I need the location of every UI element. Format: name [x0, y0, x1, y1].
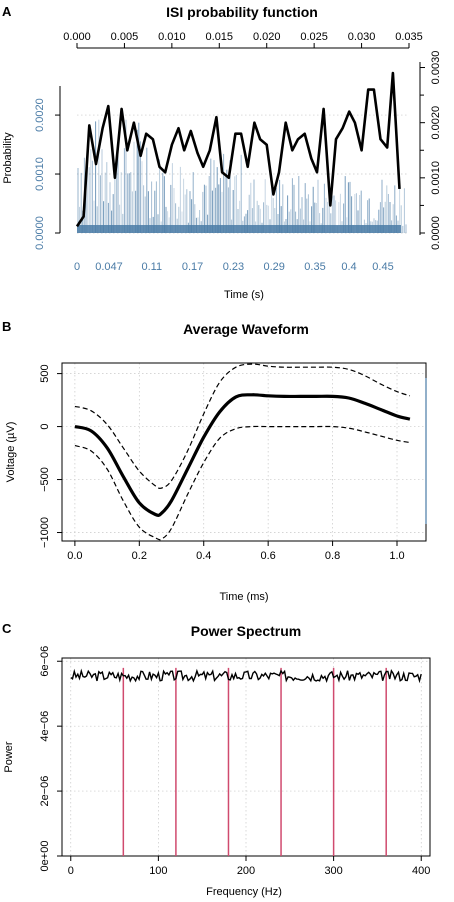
panel-c-grid — [62, 658, 430, 857]
bottom-tick-label: 0.35 — [304, 261, 325, 273]
x-tick-label: 0.6 — [261, 550, 276, 562]
right-tick-label: 0.0000 — [430, 216, 442, 250]
bottom-tick-label: 0.29 — [263, 261, 284, 273]
x-tick-label: 0.8 — [325, 550, 340, 562]
top-tick-label: 0.030 — [348, 31, 376, 43]
panel-c-xlabel: Frequency (Hz) — [206, 886, 282, 898]
panel-letter-a: A — [2, 4, 12, 19]
x-tick-label: 0.0 — [67, 550, 82, 562]
bottom-axis-ticks: 0 0.047 0.11 0.17 0.23 0.29 0.35 0.4 0.45 — [74, 261, 394, 273]
panel-c-ylabel: Power — [3, 741, 15, 773]
power-spectrum-line — [70, 668, 422, 684]
left-tick-label: 0.0000 — [34, 216, 46, 250]
panel-letter-c: C — [2, 621, 12, 636]
right-tick-label: 0.0010 — [430, 161, 442, 195]
right-axis-ticks: 0.0000 0.0010 0.0020 0.0030 — [420, 51, 442, 250]
panel-a-ylabel: Probability — [2, 132, 14, 184]
panel-b-x-ticks: 0.0 0.2 0.4 0.6 0.8 1.0 — [67, 541, 405, 562]
panel-b: B Average Waveform 0.0 0.2 0.4 0.6 0.8 1.0 −1… — [2, 319, 427, 603]
panel-b-grid — [62, 363, 426, 541]
left-tick-label: 0.0010 — [34, 157, 46, 191]
panel-a: A ISI probability function 0.000 0.005 0.0… — [2, 4, 442, 301]
right-tick-label: 0.0020 — [430, 106, 442, 140]
top-tick-label: 0.035 — [395, 31, 423, 43]
panel-c: C Power Spectrum 0 100 200 300 400 0e+00 2e−0… — [2, 621, 431, 898]
x-tick-label: 1.0 — [389, 550, 404, 562]
y-tick-label: 4e−06 — [39, 711, 51, 742]
x-tick-label: 0.2 — [132, 550, 147, 562]
top-tick-label: 0.015 — [206, 31, 234, 43]
panel-c-title: Power Spectrum — [191, 623, 301, 639]
average-waveform-line — [74, 393, 411, 517]
x-tick-label: 0 — [68, 865, 74, 877]
y-tick-label: −500 — [39, 467, 51, 492]
x-tick-label: 400 — [412, 865, 430, 877]
y-tick-label: 2e−06 — [39, 776, 51, 807]
panel-b-ylabel: Voltage (µV) — [5, 422, 17, 483]
panel-b-frame — [61, 362, 427, 542]
y-tick-label: 0 — [39, 424, 51, 430]
bottom-tick-label: 0 — [74, 261, 80, 273]
y-tick-label: 0e+00 — [39, 841, 51, 872]
panel-letter-b: B — [2, 319, 11, 334]
waveform-upper-bound — [74, 363, 411, 490]
bottom-tick-label: 0.11 — [142, 261, 163, 273]
bottom-tick-label: 0.4 — [341, 261, 356, 273]
top-tick-label: 0.010 — [158, 31, 186, 43]
histogram-base — [77, 225, 401, 233]
waveform-lower-bound — [74, 425, 411, 541]
panel-c-y-ticks: 0e+00 2e−06 4e−06 6e−06 — [39, 646, 62, 872]
panel-a-xlabel: Time (s) — [224, 289, 264, 301]
top-tick-label: 0.005 — [111, 31, 139, 43]
panel-b-xlabel: Time (ms) — [219, 591, 268, 603]
y-tick-label: −1000 — [39, 517, 51, 548]
left-axis-ticks: 0.0000 0.0010 0.0020 — [34, 98, 60, 250]
panel-b-title: Average Waveform — [183, 321, 309, 337]
harmonic-lines — [122, 667, 387, 856]
x-tick-label: 200 — [237, 865, 255, 877]
top-axis-ticks: 0.000 0.005 0.010 0.015 0.020 0.025 0.030 0.035 — [63, 31, 423, 48]
top-tick-label: 0.025 — [300, 31, 328, 43]
bottom-tick-label: 0.45 — [372, 261, 393, 273]
bottom-tick-label: 0.047 — [95, 261, 123, 273]
top-tick-label: 0.000 — [63, 31, 91, 43]
y-tick-label: 500 — [39, 364, 51, 382]
panel-c-x-ticks: 0 100 200 300 400 — [68, 856, 430, 877]
panel-b-y-ticks: −1000 −500 0 500 — [39, 364, 62, 548]
panel-a-title: ISI probability function — [166, 4, 318, 20]
y-tick-label: 6e−06 — [39, 646, 51, 677]
right-tick-label: 0.0030 — [430, 51, 442, 85]
x-tick-label: 0.4 — [196, 550, 211, 562]
top-tick-label: 0.020 — [253, 31, 281, 43]
bottom-tick-label: 0.17 — [182, 261, 203, 273]
x-tick-label: 300 — [324, 865, 342, 877]
bottom-tick-label: 0.23 — [223, 261, 244, 273]
left-tick-label: 0.0020 — [34, 98, 46, 132]
x-tick-label: 100 — [149, 865, 167, 877]
isi-histogram-bars — [77, 119, 407, 233]
isi-probability-line — [75, 71, 401, 228]
